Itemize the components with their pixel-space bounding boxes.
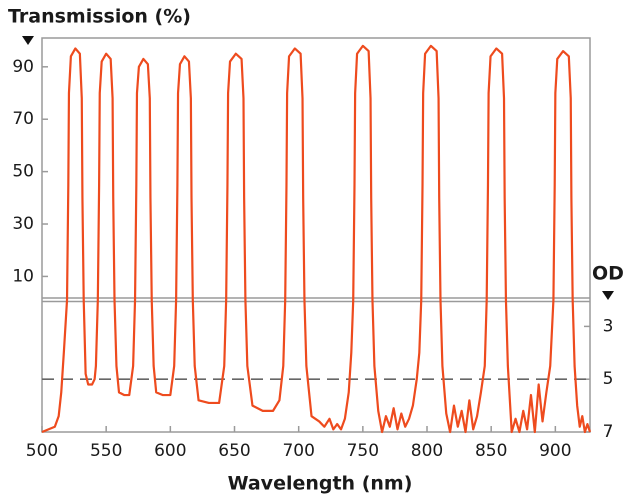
x-tick-label: 550 bbox=[90, 441, 122, 461]
y-tick-label: 70 bbox=[12, 109, 34, 129]
y-tick-label: 30 bbox=[12, 214, 34, 234]
x-tick-label: 600 bbox=[154, 441, 186, 461]
x-tick-label: 500 bbox=[26, 441, 58, 461]
data-line bbox=[65, 44, 574, 301]
x-tick-label: 800 bbox=[411, 441, 443, 461]
plot-frame bbox=[41, 37, 591, 433]
arrow-icon bbox=[22, 36, 34, 45]
y-tick-label: 90 bbox=[12, 57, 34, 77]
data-line bbox=[41, 299, 592, 434]
x-tick-label: 850 bbox=[475, 441, 507, 461]
x-tick-label: 700 bbox=[282, 441, 314, 461]
y-tick-label: 10 bbox=[12, 266, 34, 286]
y2-axis-title: OD bbox=[592, 263, 624, 285]
x-tick-label: 900 bbox=[539, 441, 571, 461]
y-axis-title: Transmission (%) bbox=[8, 6, 191, 28]
x-tick-label: 650 bbox=[218, 441, 250, 461]
x-axis-title: Wavelength (nm) bbox=[228, 473, 413, 495]
y2-tick-label: 5 bbox=[603, 369, 614, 389]
arrow-icon bbox=[602, 291, 614, 300]
y2-tick-label: 7 bbox=[603, 422, 614, 442]
x-tick-label: 750 bbox=[347, 441, 379, 461]
y-tick-label: 50 bbox=[12, 162, 34, 182]
y2-tick-label: 3 bbox=[603, 316, 614, 336]
